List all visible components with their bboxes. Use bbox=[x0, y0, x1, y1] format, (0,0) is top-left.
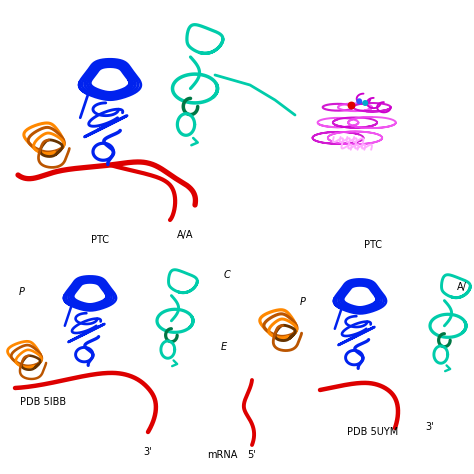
Text: A/A: A/A bbox=[177, 230, 193, 240]
Text: C: C bbox=[224, 270, 230, 280]
Text: E: E bbox=[221, 342, 227, 352]
Text: PTC: PTC bbox=[364, 240, 382, 250]
Text: mRNA: mRNA bbox=[207, 450, 237, 460]
Point bbox=[361, 99, 369, 107]
Text: P: P bbox=[300, 297, 306, 307]
Point bbox=[356, 98, 363, 105]
Text: 5': 5' bbox=[247, 450, 256, 460]
Text: PDB 5IBB: PDB 5IBB bbox=[20, 397, 66, 407]
Point bbox=[347, 101, 355, 109]
Text: 3': 3' bbox=[426, 422, 434, 432]
Text: P: P bbox=[19, 287, 25, 297]
Text: A/: A/ bbox=[457, 282, 467, 292]
Text: PTC: PTC bbox=[91, 235, 109, 245]
Text: PDB 5UYM: PDB 5UYM bbox=[347, 427, 399, 437]
Text: 3': 3' bbox=[144, 447, 152, 457]
